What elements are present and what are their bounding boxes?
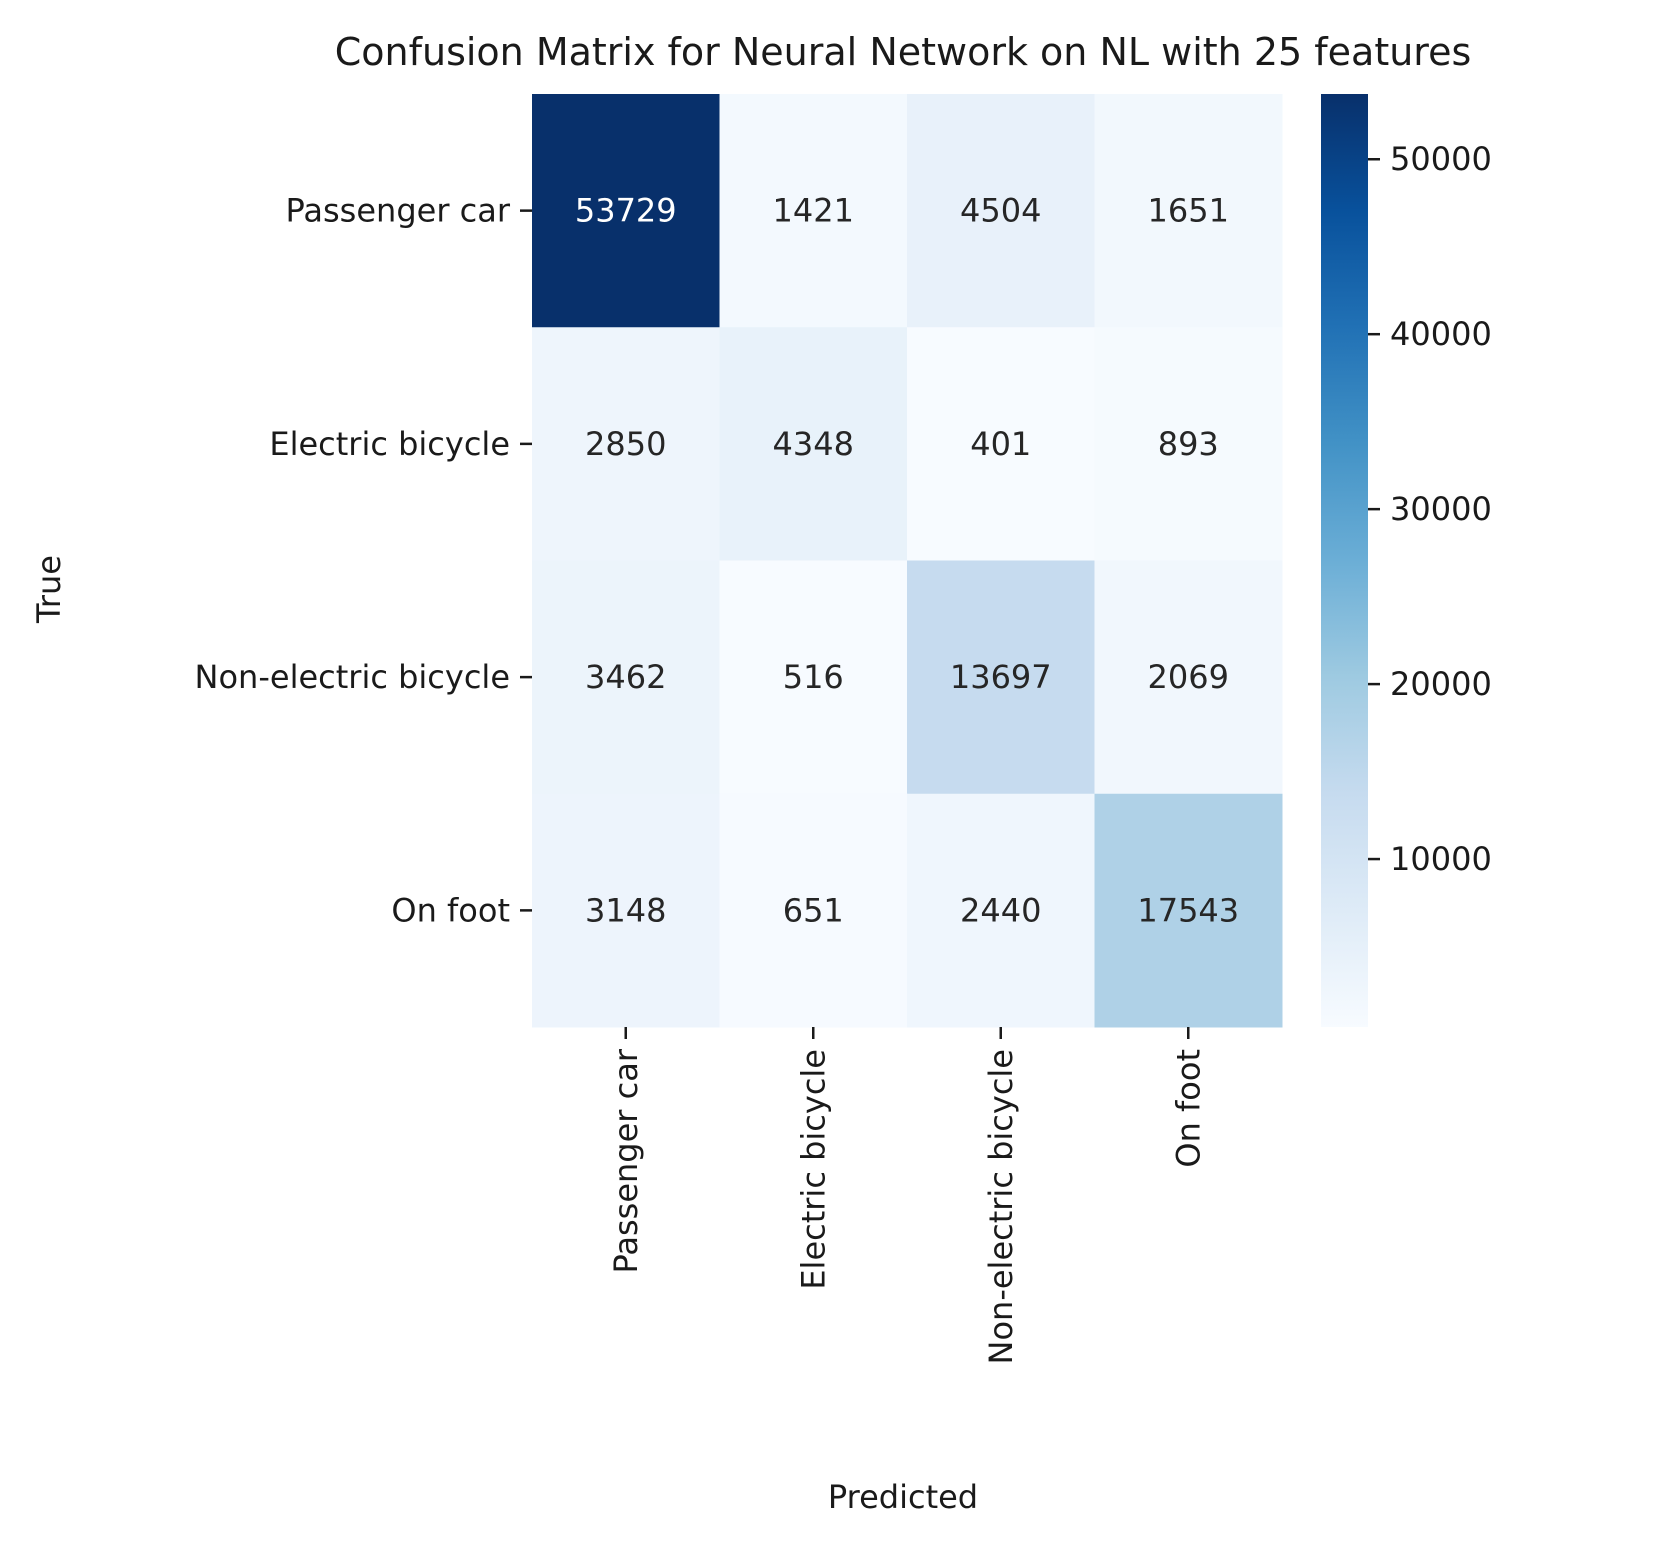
cell-value-label: 53729	[575, 192, 677, 230]
y-axis-label: True	[30, 555, 68, 624]
colorbar-tick-label: 50000	[1390, 140, 1492, 178]
cell-value-label: 2440	[960, 891, 1041, 929]
y-axis-ticks: Passenger car Electric bicycle Non-electri…	[195, 192, 532, 929]
heatmap-cell-electric-bicycle-non-electric-bicycle	[907, 327, 1095, 561]
x-tick-label-non-electric-bicycle: Non-electric bicycle	[982, 1049, 1020, 1364]
cell-value-label: 13697	[950, 658, 1052, 696]
x-tick-label-passenger-car: Passenger car	[607, 1048, 645, 1273]
heatmap-cell-on-foot-electric-bicycle	[719, 793, 908, 1028]
heatmap-cell-passenger-car-passenger-car	[532, 94, 720, 328]
x-tick-label-on-foot: On foot	[1169, 1049, 1207, 1168]
heatmap-cell-passenger-car-on-foot	[1094, 94, 1283, 328]
cell-value-label: 893	[1158, 425, 1219, 463]
heatmap-cell-on-foot-passenger-car	[532, 793, 720, 1028]
colorbar-tick-label: 10000	[1390, 840, 1492, 878]
y-tick-label-electric-bicycle: Electric bicycle	[269, 425, 510, 463]
heatmap-cells: 53729 1421 4504 1651 2850 4348 401 893 3462 516 13…	[532, 94, 1283, 1028]
cell-value-label: 4504	[960, 192, 1041, 230]
y-tick-label-non-electric-bicycle: Non-electric bicycle	[195, 658, 510, 696]
cell-value-label: 1651	[1148, 192, 1229, 230]
heatmap-cell-non-electric-bicycle-on-foot	[1094, 560, 1283, 795]
chart-title: Confusion Matrix for Neural Network on N…	[335, 30, 1472, 74]
cell-value-label: 516	[783, 658, 844, 696]
x-axis-ticks: Passenger car Electric bicycle Non-electri…	[607, 1027, 1207, 1364]
cell-value-label: 2850	[585, 425, 666, 463]
heatmap-cell-electric-bicycle-on-foot	[1094, 327, 1283, 561]
colorbar-tick-label: 40000	[1390, 315, 1492, 353]
cell-value-label: 1421	[773, 192, 854, 230]
heatmap-cell-non-electric-bicycle-non-electric-bicycle	[907, 560, 1095, 795]
colorbar-ticks: 10000 20000 30000 40000 50000	[1368, 140, 1492, 878]
y-tick-label-passenger-car: Passenger car	[286, 192, 511, 230]
colorbar-tick-label: 20000	[1390, 665, 1492, 703]
heatmap-cell-on-foot-non-electric-bicycle	[907, 793, 1095, 1028]
cell-value-label: 651	[783, 891, 844, 929]
heatmap-cell-electric-bicycle-passenger-car	[532, 327, 720, 561]
cell-value-label: 2069	[1148, 658, 1229, 696]
heatmap-cell-passenger-car-non-electric-bicycle	[907, 94, 1095, 328]
heatmap-cell-non-electric-bicycle-electric-bicycle	[719, 560, 908, 795]
heatmap-cell-electric-bicycle-electric-bicycle	[719, 327, 908, 561]
cell-value-label: 3462	[585, 658, 666, 696]
x-axis-label: Predicted	[828, 1478, 978, 1516]
x-tick-label-electric-bicycle: Electric bicycle	[794, 1049, 832, 1290]
colorbar	[1321, 94, 1368, 1027]
cell-value-label: 4348	[773, 425, 854, 463]
heatmap-cell-on-foot-on-foot	[1094, 793, 1283, 1028]
cell-value-label: 401	[970, 425, 1031, 463]
y-tick-label-on-foot: On foot	[391, 891, 510, 929]
cell-value-label: 17543	[1137, 891, 1239, 929]
heatmap-cell-non-electric-bicycle-passenger-car	[532, 560, 720, 795]
cell-value-label: 3148	[585, 891, 666, 929]
heatmap-cell-passenger-car-electric-bicycle	[719, 94, 908, 328]
colorbar-tick-label: 30000	[1390, 490, 1492, 528]
